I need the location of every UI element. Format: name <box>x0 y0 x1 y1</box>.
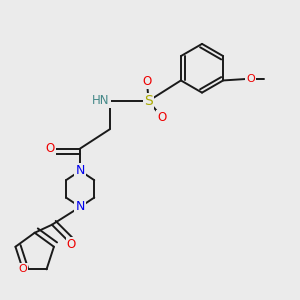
Text: N: N <box>76 200 85 213</box>
Text: HN: HN <box>92 94 110 107</box>
Text: S: S <box>144 94 153 108</box>
Text: O: O <box>18 264 27 274</box>
Text: N: N <box>76 164 85 177</box>
Text: O: O <box>67 238 76 250</box>
Text: O: O <box>246 74 255 84</box>
Text: O: O <box>142 75 152 88</box>
Text: O: O <box>46 142 55 155</box>
Text: O: O <box>157 111 167 124</box>
